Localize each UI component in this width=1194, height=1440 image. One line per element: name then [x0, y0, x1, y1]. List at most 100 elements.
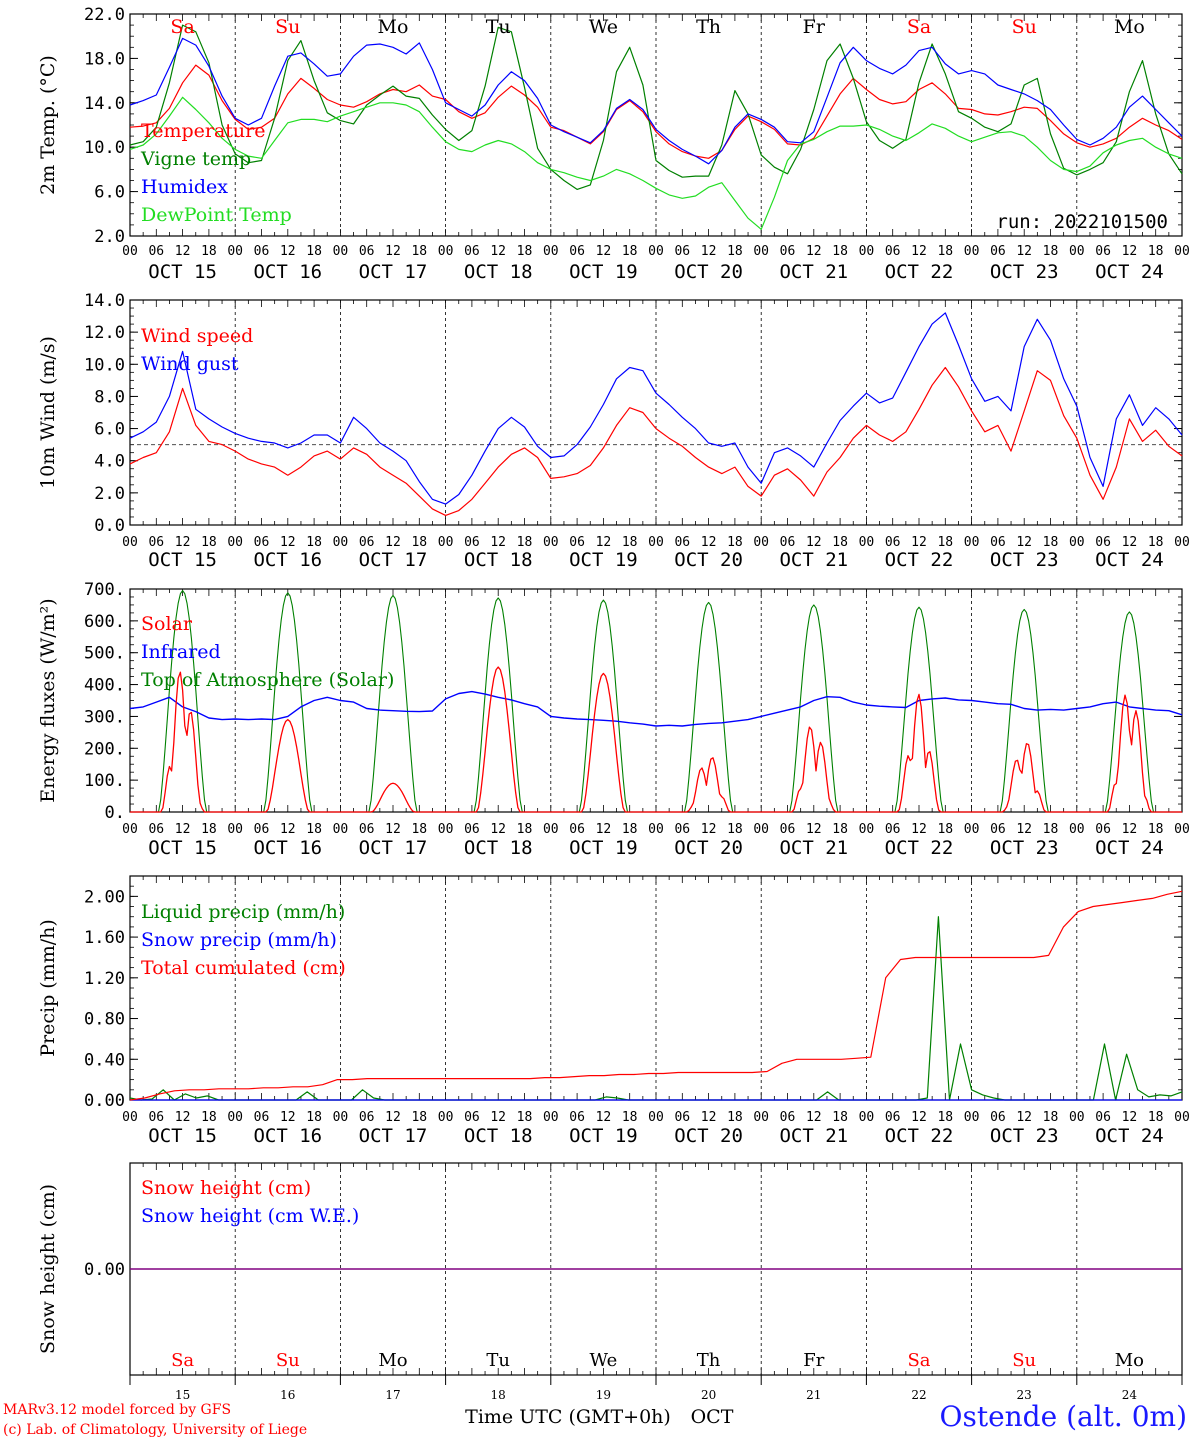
hour-tick-label: 18 [306, 244, 322, 259]
hour-tick-label: 18 [727, 1110, 743, 1125]
weekday-label-top: Fr [803, 16, 826, 38]
legend-entry: Wind speed [141, 325, 253, 347]
hour-tick-label: 06 [885, 535, 901, 550]
weekday-label: We [590, 1350, 618, 1371]
day-label: OCT 16 [253, 549, 322, 571]
day-label: OCT 17 [359, 1125, 428, 1147]
weekday-label: Th [697, 1350, 721, 1371]
day-label: OCT 22 [885, 549, 954, 571]
day-label: OCT 17 [359, 837, 428, 859]
hour-tick-label: 18 [1043, 535, 1059, 550]
hour-tick-label: 18 [411, 535, 427, 550]
hour-tick-label: 12 [911, 535, 927, 550]
day-number-label: 20 [701, 1388, 716, 1402]
y-tick-label: 700. [84, 580, 125, 600]
hour-tick-label: 12 [490, 535, 506, 550]
hour-tick-label: 06 [885, 244, 901, 259]
y-tick-label: 0.80 [84, 1010, 125, 1030]
hour-tick-label: 18 [937, 1110, 953, 1125]
hour-tick-label: 06 [885, 1110, 901, 1125]
day-label: OCT 20 [674, 549, 743, 571]
y-tick-label: 14.0 [84, 291, 125, 311]
hour-tick-label: 18 [201, 535, 217, 550]
hour-tick-label: 06 [674, 822, 690, 837]
x-axis-title: Time UTC (GMT+0h) [465, 1406, 671, 1428]
hour-tick-label: 00 [648, 244, 664, 259]
hour-tick-label: 06 [1095, 244, 1111, 259]
hour-tick-label: 00 [1174, 1110, 1190, 1125]
day-label: OCT 20 [674, 1125, 743, 1147]
credit-line: (c) Lab. of Climatology, University of L… [3, 1422, 307, 1438]
chart-panel-temp: 2.0 6.0 10.0 14.0 18.0 22.0 2m Temp. (°C) 00 06 1… [37, 5, 1190, 283]
hour-tick-label: 00 [964, 1110, 980, 1125]
hour-tick-label: 00 [438, 535, 454, 550]
day-label: OCT 17 [359, 261, 428, 283]
day-label: OCT 15 [148, 837, 217, 859]
legend-entry: Vigne temp [140, 148, 251, 170]
y-tick-label: 6.0 [94, 420, 125, 440]
hour-tick-label: 06 [674, 535, 690, 550]
run-annotation: run: 2022101500 [996, 211, 1168, 233]
legend-entry: Solar [141, 613, 193, 635]
hour-tick-label: 18 [832, 1110, 848, 1125]
day-label: OCT 21 [779, 1125, 848, 1147]
weekday-label-top: Sa [170, 16, 194, 38]
day-label: OCT 15 [148, 549, 217, 571]
series-line [129, 24, 1183, 190]
legend-entry: Total cumulated (cm) [141, 957, 346, 979]
weekday-label: Su [1012, 1350, 1036, 1371]
day-label: OCT 19 [569, 1125, 638, 1147]
y-tick-label: 1.60 [84, 928, 125, 948]
hour-tick-label: 06 [464, 1110, 480, 1125]
y-tick-label: 0.0 [94, 516, 125, 536]
hour-tick-label: 06 [780, 822, 796, 837]
hour-tick-label: 06 [148, 822, 164, 837]
day-number-label: 19 [596, 1388, 611, 1402]
hour-tick-label: 06 [254, 822, 270, 837]
series-line [129, 312, 1183, 505]
legend-entry: Wind gust [141, 353, 239, 375]
y-tick-label: 10.0 [84, 138, 125, 158]
legend-entry: Snow height (cm W.E.) [141, 1205, 359, 1227]
hour-tick-label: 12 [701, 244, 717, 259]
y-tick-label: 0.00 [84, 1091, 125, 1111]
hour-tick-label: 12 [1122, 1110, 1138, 1125]
day-label: OCT 23 [990, 1125, 1059, 1147]
hour-tick-label: 12 [175, 535, 191, 550]
hour-tick-label: 12 [1016, 822, 1032, 837]
hour-tick-label: 12 [701, 1110, 717, 1125]
hour-tick-label: 00 [543, 822, 559, 837]
day-label: OCT 15 [148, 261, 217, 283]
hour-tick-label: 18 [411, 1110, 427, 1125]
y-tick-label: 2.0 [94, 484, 125, 504]
day-label: OCT 23 [990, 261, 1059, 283]
hour-tick-label: 12 [596, 244, 612, 259]
hour-tick-label: 06 [359, 535, 375, 550]
y-tick-label: 100. [84, 771, 125, 791]
day-number-label: 17 [385, 1388, 400, 1402]
hour-tick-label: 18 [622, 1110, 638, 1125]
hour-tick-label: 06 [464, 535, 480, 550]
hour-tick-label: 00 [648, 822, 664, 837]
weekday-label: Mo [1115, 1350, 1144, 1371]
hour-tick-label: 18 [937, 244, 953, 259]
hour-tick-label: 06 [780, 535, 796, 550]
day-label: OCT 21 [779, 261, 848, 283]
chart-panel-energy: 0. 100. 200. 300. 400. 500. 600. 700. Energy flu… [37, 580, 1190, 859]
hour-tick-label: 18 [1043, 1110, 1059, 1125]
hour-tick-label: 18 [201, 822, 217, 837]
hour-tick-label: 06 [359, 244, 375, 259]
hour-tick-label: 12 [490, 822, 506, 837]
day-label: OCT 24 [1095, 837, 1164, 859]
day-label: OCT 19 [569, 549, 638, 571]
hour-tick-label: 06 [1095, 822, 1111, 837]
hour-tick-label: 18 [937, 822, 953, 837]
hour-tick-label: 12 [596, 822, 612, 837]
day-number-label: 16 [280, 1388, 295, 1402]
hour-tick-label: 00 [753, 244, 769, 259]
hour-tick-label: 00 [227, 822, 243, 837]
hour-tick-label: 12 [806, 1110, 822, 1125]
hour-tick-label: 18 [727, 244, 743, 259]
day-label: OCT 24 [1095, 549, 1164, 571]
